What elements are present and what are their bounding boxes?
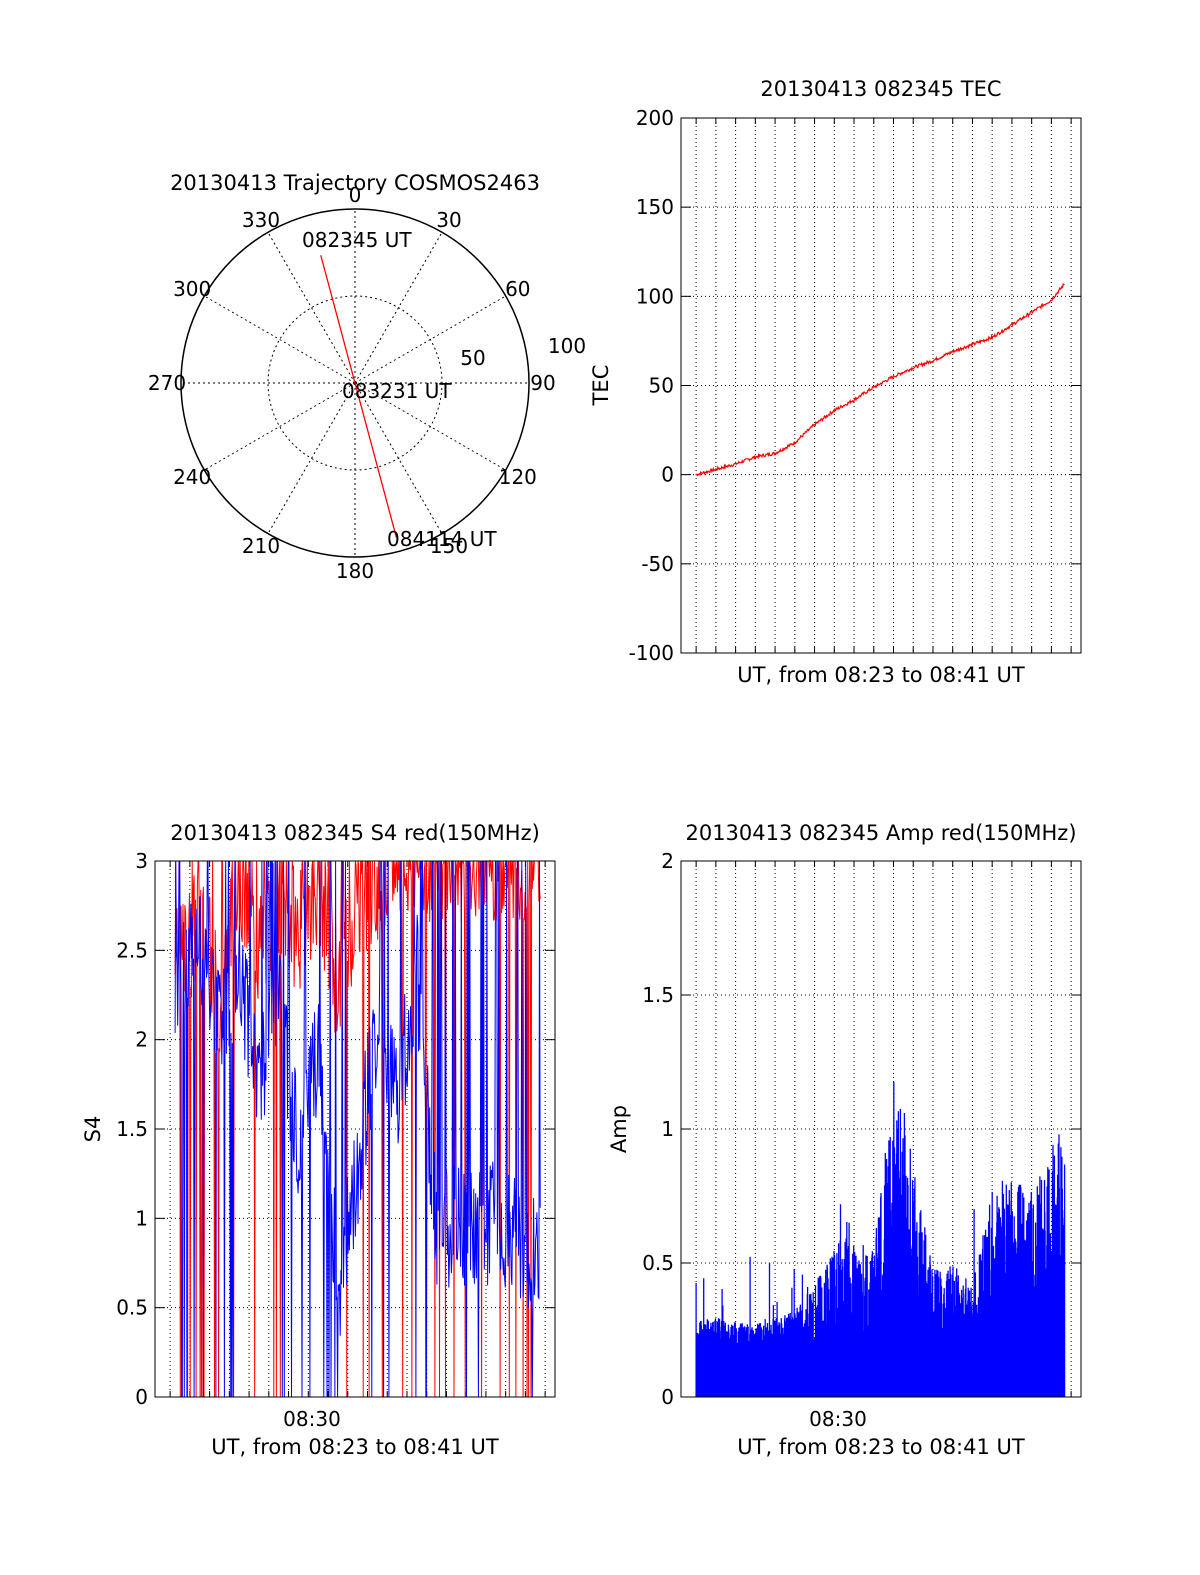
s4-x-axis-label: UT, from 08:23 to 08:41 UT xyxy=(211,1435,499,1459)
amp-x-tick-0830: 08:30 xyxy=(809,1407,867,1431)
polar-spoke-300 xyxy=(204,295,356,384)
s4-series xyxy=(174,859,541,1398)
tec-chart: 20130413 082345 TEC -100-50050100150200 … xyxy=(589,77,1082,687)
s4-y-tick-label: 2 xyxy=(135,1028,148,1052)
polar-spoke-60 xyxy=(354,295,506,384)
s4-title: 20130413 082345 S4 red(150MHz) xyxy=(170,821,540,845)
tec-y-ticks: -100 -50 0 50 100 150 200 xyxy=(629,106,674,665)
polar-title: 20130413 Trajectory COSMOS2463 xyxy=(170,171,540,195)
s4-plot-frame xyxy=(154,860,556,1398)
polar-spoke-150 xyxy=(354,382,443,534)
polar-trajectory-chart: 20130413 Trajectory COSMOS2463 0 30 60 90 12… xyxy=(148,171,586,583)
polar-spoke-30 xyxy=(354,232,443,384)
amp-y-tick-label: 1 xyxy=(661,1117,674,1141)
trajectory-start-label: 082345 UT xyxy=(302,228,412,252)
polar-azimuth-label-60: 60 xyxy=(505,277,530,301)
polar-azimuth-label-30: 30 xyxy=(436,208,461,232)
s4-y-axis-label: S4 xyxy=(81,1116,105,1143)
tec-y-tick-label: 200 xyxy=(636,106,674,130)
s4-y-tick-label: 3 xyxy=(135,849,148,873)
s4-y-tick-label: 0.5 xyxy=(116,1296,148,1320)
trajectory-mid-label: 083231 UT xyxy=(342,379,452,403)
polar-grid xyxy=(180,208,530,558)
amp-y-axis-label: Amp xyxy=(607,1105,631,1153)
tec-y-tick-label: -50 xyxy=(641,552,674,576)
s4-chart: 20130413 082345 S4 red(150MHz) 0 0.5 1 1.5 2… xyxy=(81,821,556,1459)
polar-spoke-330 xyxy=(267,232,356,384)
amp-x-axis-label: UT, from 08:23 to 08:41 UT xyxy=(737,1435,1025,1459)
s4-y-tick-label: 1.5 xyxy=(116,1117,148,1141)
polar-azimuth-label-120: 120 xyxy=(499,465,537,489)
tec-y-tick-label: 100 xyxy=(636,284,674,308)
amp-y-tick-label: 0.5 xyxy=(642,1251,674,1275)
tec-series xyxy=(695,283,1065,477)
polar-azimuth-label-150: 150 xyxy=(430,534,468,558)
polar-trajectory xyxy=(320,255,398,538)
polar-azimuth-label-330: 330 xyxy=(242,208,280,232)
amp-title: 20130413 082345 Amp red(150MHz) xyxy=(685,821,1076,845)
polar-azimuth-label-0: 0 xyxy=(349,183,362,207)
tec-title: 20130413 082345 TEC xyxy=(760,77,1001,101)
s4-x-tick-0830: 08:30 xyxy=(283,1407,341,1431)
polar-azimuth-label-90: 90 xyxy=(530,371,555,395)
s4-y-tick-label: 1 xyxy=(135,1206,148,1230)
amp-y-tick-label: 0 xyxy=(661,1385,674,1409)
polar-outer-circle xyxy=(180,208,530,558)
amp-bars-series-0 xyxy=(695,1081,1066,1397)
tec-y-tick-label: 50 xyxy=(649,374,674,398)
s4-y-tick-label: 2.5 xyxy=(116,938,148,962)
polar-radius-label-50: 50 xyxy=(460,346,485,370)
polar-spoke-240 xyxy=(204,382,356,471)
tec-y-tick-label: -100 xyxy=(629,641,674,665)
polar-spoke-210 xyxy=(267,382,356,534)
tec-y-tick-label: 0 xyxy=(661,463,674,487)
s4-y-ticks: 0 0.5 1 1.5 2 2.5 3 xyxy=(116,849,148,1409)
trajectory-line xyxy=(320,255,398,538)
amp-y-ticks: 0 0.5 1 1.5 2 xyxy=(642,849,674,1409)
polar-azimuth-label-270: 270 xyxy=(148,371,186,395)
tec-x-axis-label: UT, from 08:23 to 08:41 UT xyxy=(737,663,1025,687)
tec-grid xyxy=(681,117,1081,654)
amp-series xyxy=(695,1081,1066,1397)
polar-radius-label-100: 100 xyxy=(548,334,586,358)
polar-azimuth-label-210: 210 xyxy=(242,534,280,558)
polar-azimuth-label-180: 180 xyxy=(336,559,374,583)
amp-y-tick-label: 2 xyxy=(661,849,674,873)
tec-y-tick-label: 150 xyxy=(636,195,674,219)
polar-azimuth-labels: 0 30 60 90 120 150 180 210 240 270 300 330 xyxy=(148,183,556,583)
amp-chart: 20130413 082345 Amp red(150MHz) 0 0.5 1 1.5… xyxy=(607,821,1082,1459)
amp-plot-frame xyxy=(680,860,1082,1398)
s4-y-tick-label: 0 xyxy=(135,1385,148,1409)
tec-y-axis-label: TEC xyxy=(589,365,613,407)
polar-azimuth-label-240: 240 xyxy=(173,465,211,489)
s4-line-series-1 xyxy=(174,860,541,1398)
tec-plot-frame xyxy=(680,117,1082,654)
s4-line-series-0 xyxy=(174,859,541,1398)
polar-spoke-120 xyxy=(354,382,506,471)
amp-y-tick-label: 1.5 xyxy=(642,983,674,1007)
trajectory-end-label: 084114 UT xyxy=(387,527,497,551)
s4-grid xyxy=(155,860,555,1398)
tec-line-series-0 xyxy=(695,283,1065,477)
polar-azimuth-label-300: 300 xyxy=(173,277,211,301)
